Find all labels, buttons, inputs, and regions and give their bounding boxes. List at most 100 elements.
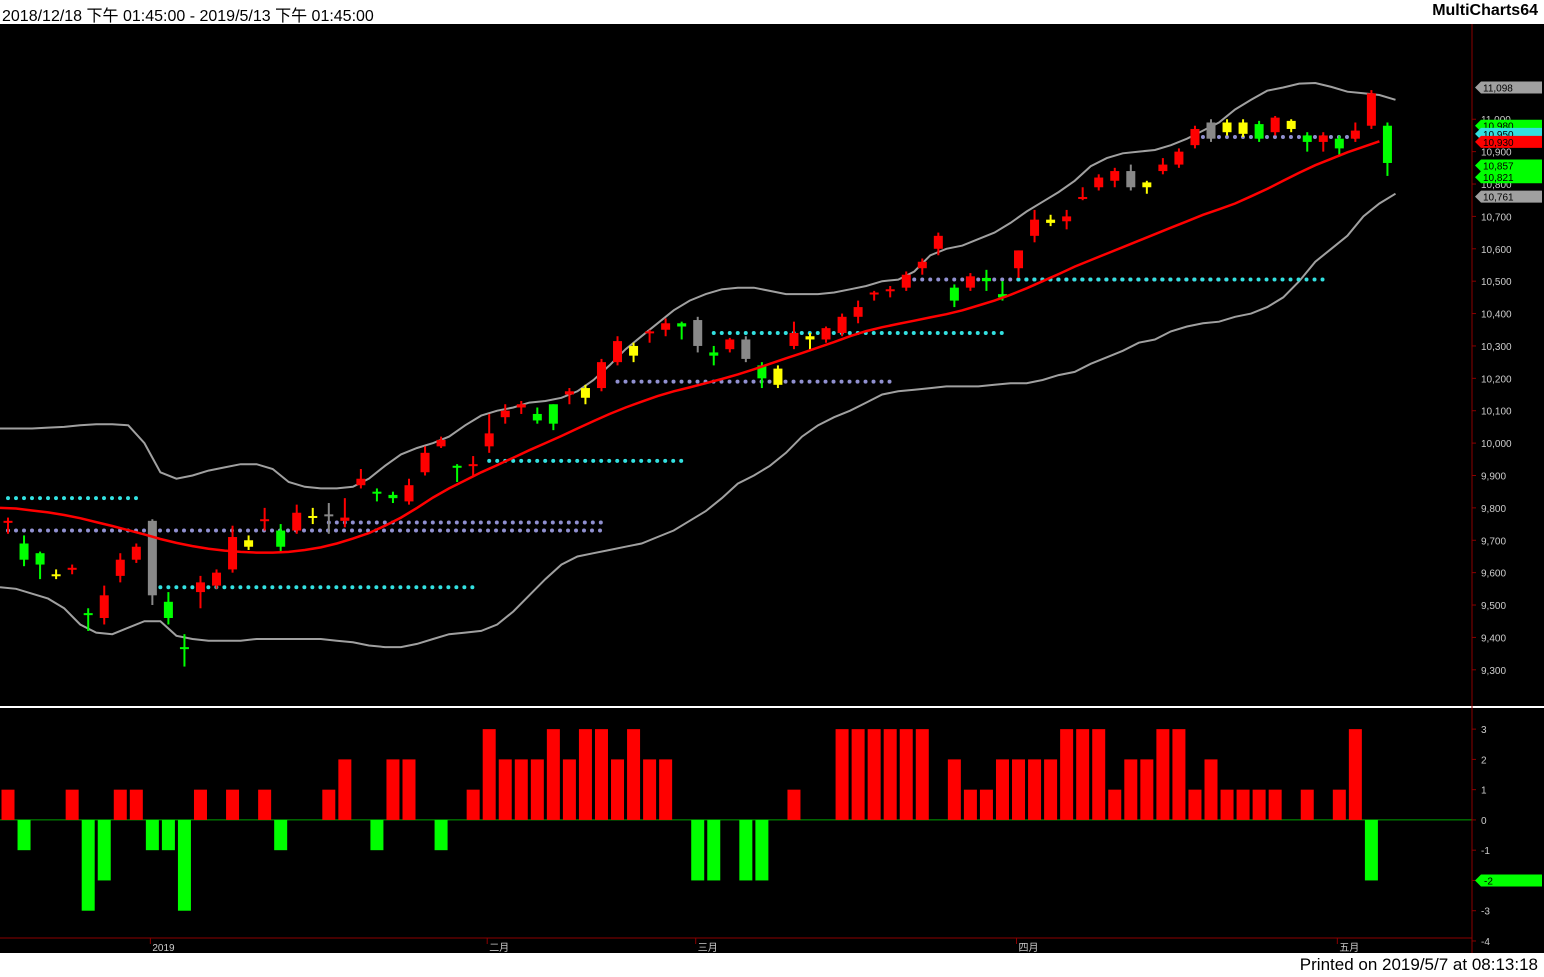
- candle[interactable]: [580, 384, 590, 405]
- candle[interactable]: [3, 517, 13, 534]
- histogram-bar[interactable]: [97, 819, 111, 881]
- candle[interactable]: [276, 524, 286, 554]
- candle[interactable]: [1126, 164, 1136, 191]
- candle[interactable]: [1206, 119, 1216, 142]
- candle[interactable]: [933, 232, 943, 256]
- candle[interactable]: [629, 342, 639, 363]
- histogram-bar[interactable]: [1268, 789, 1282, 820]
- candle[interactable]: [645, 329, 655, 343]
- histogram-bar[interactable]: [338, 759, 352, 820]
- candle[interactable]: [1222, 119, 1232, 136]
- histogram-bar[interactable]: [1140, 759, 1154, 820]
- histogram-bar[interactable]: [899, 729, 913, 820]
- histogram-bar[interactable]: [1044, 759, 1058, 820]
- histogram-bar[interactable]: [707, 819, 721, 881]
- candle[interactable]: [1142, 180, 1152, 194]
- candle[interactable]: [773, 365, 783, 389]
- histogram-bar[interactable]: [482, 729, 496, 820]
- candle[interactable]: [388, 491, 398, 504]
- histogram-bar[interactable]: [1076, 729, 1090, 820]
- candle[interactable]: [260, 507, 270, 531]
- histogram-bar[interactable]: [643, 759, 657, 820]
- histogram-bar[interactable]: [65, 789, 79, 820]
- candle[interactable]: [131, 543, 141, 563]
- candle[interactable]: [564, 388, 574, 405]
- candle[interactable]: [1334, 135, 1344, 155]
- histogram-bar[interactable]: [386, 759, 400, 820]
- candle[interactable]: [1254, 120, 1264, 142]
- histogram-bar[interactable]: [1332, 789, 1346, 820]
- candle[interactable]: [19, 535, 29, 567]
- histogram-bar[interactable]: [1204, 759, 1218, 820]
- candle[interactable]: [917, 258, 927, 275]
- histogram-bar[interactable]: [129, 789, 143, 820]
- candle[interactable]: [981, 269, 991, 291]
- candle[interactable]: [308, 507, 318, 525]
- candle[interactable]: [1030, 209, 1040, 243]
- histogram-bar[interactable]: [835, 729, 849, 820]
- histogram-bar[interactable]: [594, 729, 608, 820]
- candle[interactable]: [677, 321, 687, 340]
- candle[interactable]: [661, 318, 671, 337]
- candle[interactable]: [83, 608, 93, 631]
- candle[interactable]: [725, 337, 735, 353]
- candle[interactable]: [693, 316, 703, 353]
- histogram-bar[interactable]: [1028, 759, 1042, 820]
- histogram-bar[interactable]: [466, 789, 480, 820]
- histogram-bar[interactable]: [498, 759, 512, 820]
- candle[interactable]: [147, 519, 157, 606]
- candle[interactable]: [613, 336, 623, 366]
- candle[interactable]: [436, 436, 446, 448]
- histogram-bar[interactable]: [370, 819, 384, 851]
- histogram-bar[interactable]: [322, 789, 336, 820]
- candle[interactable]: [340, 498, 350, 528]
- histogram-bar[interactable]: [1188, 789, 1202, 820]
- candle[interactable]: [789, 321, 799, 350]
- candle[interactable]: [1078, 187, 1088, 201]
- candle[interactable]: [869, 290, 879, 301]
- candle[interactable]: [356, 469, 366, 489]
- histogram-bar[interactable]: [867, 729, 881, 820]
- histogram-bar[interactable]: [1220, 789, 1234, 820]
- histogram-bar[interactable]: [1060, 729, 1074, 820]
- histogram-bar[interactable]: [1108, 789, 1122, 820]
- candle[interactable]: [163, 592, 173, 625]
- histogram-bar[interactable]: [1, 789, 15, 820]
- histogram-bar[interactable]: [915, 729, 929, 820]
- candle[interactable]: [1366, 90, 1376, 129]
- candle[interactable]: [1174, 148, 1184, 168]
- candle[interactable]: [837, 313, 847, 337]
- histogram-bar[interactable]: [434, 819, 448, 851]
- candle[interactable]: [1382, 122, 1392, 176]
- candle[interactable]: [484, 413, 494, 453]
- histogram-bar[interactable]: [851, 729, 865, 820]
- histogram-bar[interactable]: [1124, 759, 1138, 820]
- candle[interactable]: [532, 407, 542, 424]
- histogram-bar[interactable]: [1236, 789, 1250, 820]
- candle[interactable]: [228, 525, 238, 573]
- histogram-bar[interactable]: [546, 729, 560, 820]
- histogram-bar[interactable]: [258, 789, 272, 820]
- candle[interactable]: [1286, 119, 1296, 133]
- candle[interactable]: [741, 336, 751, 363]
- chart-canvas[interactable]: 9,300 9,400 9,500 9,600 9,700 9,800 9,900 10,00…: [0, 24, 1544, 953]
- histogram-bar[interactable]: [787, 789, 801, 820]
- histogram-bar[interactable]: [1348, 729, 1362, 820]
- histogram-bar[interactable]: [226, 789, 240, 820]
- candle[interactable]: [1302, 132, 1312, 152]
- candle[interactable]: [468, 456, 478, 476]
- candle[interactable]: [115, 553, 125, 583]
- candle[interactable]: [500, 404, 510, 424]
- histogram-bar[interactable]: [1012, 759, 1026, 820]
- histogram-bar[interactable]: [691, 819, 705, 881]
- candle[interactable]: [901, 271, 911, 291]
- histogram-bar[interactable]: [562, 759, 576, 820]
- histogram-bar[interactable]: [274, 819, 288, 851]
- histogram-bar[interactable]: [17, 819, 31, 851]
- histogram-bar[interactable]: [402, 759, 416, 820]
- histogram-bar[interactable]: [755, 819, 769, 881]
- candle[interactable]: [179, 634, 189, 667]
- candle[interactable]: [1270, 116, 1280, 136]
- candle[interactable]: [1110, 167, 1120, 188]
- candle[interactable]: [1158, 158, 1168, 175]
